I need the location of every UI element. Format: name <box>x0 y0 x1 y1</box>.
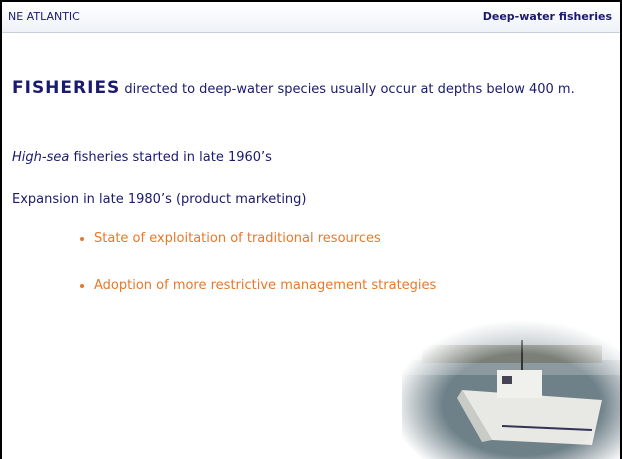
italic-word: High-sea <box>12 150 69 165</box>
paragraph-text: directed to deep-water species usually o… <box>120 82 574 97</box>
paragraph-text: Expansion in late 1980’s (product market… <box>12 192 307 207</box>
paragraph: High-sea fisheries started in late 1960’… <box>12 141 607 174</box>
header-left: NE ATLANTIC <box>8 10 80 23</box>
boat-photo <box>402 320 620 459</box>
bullet: Adoption of more restrictive management … <box>94 271 436 318</box>
header-right: Deep-water fisheries <box>483 10 612 23</box>
paragraph: FISHERIES directed to deep-water species… <box>12 72 607 106</box>
paragraph: Expansion in late 1980’s (product market… <box>12 183 607 216</box>
paragraph-text: fisheries started in late 1960’s <box>69 150 272 165</box>
lead-word: FISHERIES <box>12 78 120 98</box>
bullet: State of exploitation of traditional res… <box>94 224 436 271</box>
bullet-list: State of exploitation of traditional res… <box>80 224 436 318</box>
slide: NE ATLANTIC Deep-water fisheries FISHERI… <box>0 0 622 459</box>
header: NE ATLANTIC Deep-water fisheries <box>2 2 620 33</box>
